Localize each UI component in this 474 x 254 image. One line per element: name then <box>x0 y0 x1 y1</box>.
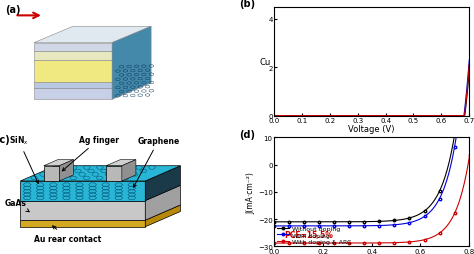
Polygon shape <box>59 160 73 181</box>
Polygon shape <box>34 27 151 43</box>
Polygon shape <box>145 166 181 201</box>
Polygon shape <box>112 27 151 100</box>
Polygon shape <box>34 43 112 52</box>
With doping <box>471 131 474 134</box>
Without doping <box>417 213 422 216</box>
With doping <box>397 223 403 226</box>
Polygon shape <box>34 89 112 100</box>
Y-axis label: Cu: Cu <box>260 57 271 66</box>
Legend: Without doping, With doping, With doping & ARC: Without doping, With doping, With doping… <box>276 225 352 245</box>
Polygon shape <box>106 160 136 166</box>
Line: Without doping: Without doping <box>273 131 474 223</box>
With doping & ARC <box>295 242 301 245</box>
Text: (c): (c) <box>0 135 10 145</box>
X-axis label: Voltage (V): Voltage (V) <box>348 125 395 134</box>
With doping <box>417 218 422 221</box>
Polygon shape <box>122 160 136 181</box>
With doping <box>350 225 356 228</box>
Polygon shape <box>34 52 112 61</box>
Text: Graphene: Graphene <box>133 136 180 188</box>
Polygon shape <box>145 186 181 220</box>
With doping & ARC <box>417 239 422 242</box>
Polygon shape <box>44 160 73 166</box>
With doping & ARC <box>471 131 474 134</box>
Without doping <box>271 220 277 224</box>
Polygon shape <box>145 205 181 227</box>
Text: GaAs: GaAs <box>5 198 29 212</box>
Text: (a): (a) <box>5 5 20 15</box>
Without doping <box>350 220 356 224</box>
With doping <box>454 131 460 134</box>
Polygon shape <box>34 83 112 89</box>
With doping <box>416 218 421 221</box>
Text: Ag finger: Ag finger <box>62 135 119 171</box>
With doping <box>295 225 301 228</box>
Y-axis label: J(mA·cm⁻²): J(mA·cm⁻²) <box>246 171 255 213</box>
Without doping <box>471 131 474 134</box>
Line: With doping: With doping <box>273 131 474 227</box>
With doping & ARC <box>470 131 474 134</box>
With doping & ARC <box>350 242 356 245</box>
Text: (d): (d) <box>239 129 255 139</box>
With doping & ARC <box>397 241 403 244</box>
Text: (b): (b) <box>239 0 255 9</box>
Without doping <box>452 131 458 134</box>
Polygon shape <box>34 61 112 83</box>
Without doping <box>416 213 421 216</box>
Polygon shape <box>106 166 122 181</box>
With doping & ARC <box>271 242 277 245</box>
Without doping <box>295 220 301 224</box>
With doping <box>337 225 342 228</box>
Polygon shape <box>20 220 145 227</box>
Polygon shape <box>20 201 145 220</box>
With doping <box>271 225 277 228</box>
With doping & ARC <box>416 240 421 243</box>
Text: PCE=15.5%: PCE=15.5% <box>284 230 333 239</box>
Polygon shape <box>20 181 145 201</box>
Text: SiN$_x$: SiN$_x$ <box>9 134 38 184</box>
Without doping <box>397 218 403 221</box>
Polygon shape <box>44 166 59 181</box>
With doping & ARC <box>337 242 342 245</box>
Line: With doping & ARC: With doping & ARC <box>273 131 474 244</box>
Polygon shape <box>20 166 181 181</box>
Text: Au rear contact: Au rear contact <box>34 226 101 243</box>
Without doping <box>337 220 342 224</box>
